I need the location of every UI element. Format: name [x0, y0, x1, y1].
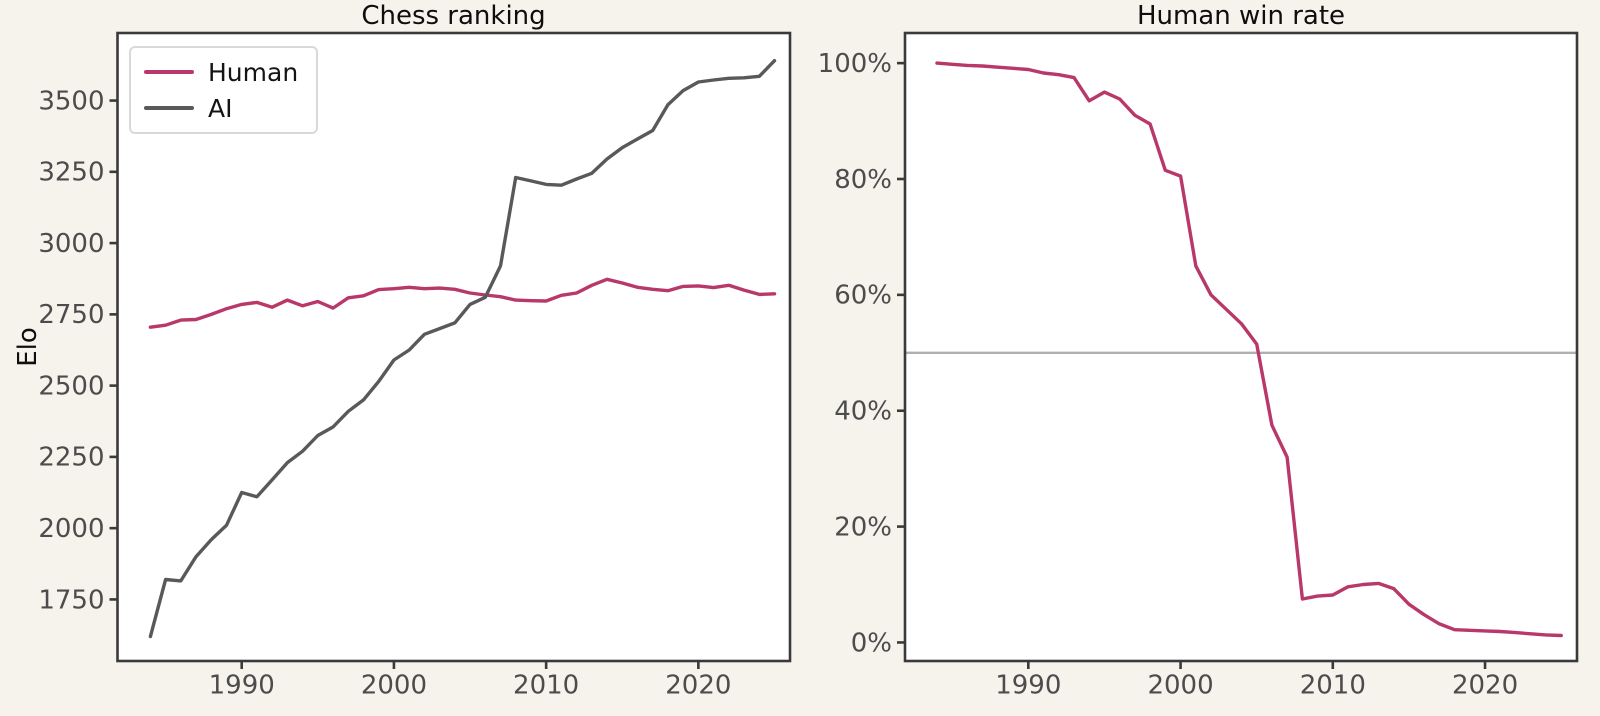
y-tick-label: 2750 [38, 300, 104, 330]
plot-area [117, 33, 790, 661]
legend-entry-ai: AI [144, 90, 298, 126]
y-tick-label: 0% [851, 628, 892, 658]
y-tick-label: 20% [834, 512, 892, 542]
plot-area [905, 33, 1577, 661]
legend: Human AI [129, 46, 319, 134]
legend-swatch-ai-line [144, 106, 194, 110]
x-tick-label: 2000 [361, 670, 427, 700]
x-tick-label: 2020 [665, 670, 731, 700]
axes-frame [116, 31, 792, 663]
legend-swatch-human-line [144, 70, 194, 74]
y-tick-label: 3500 [38, 86, 104, 116]
axes-frame [903, 31, 1579, 663]
y-tick-label: 100% [818, 49, 892, 79]
x-tick-label: 1990 [209, 670, 275, 700]
y-tick-label: 1750 [38, 585, 104, 615]
y-axis-label-elo: Elo [13, 327, 43, 367]
x-tick-label: 2020 [1452, 670, 1518, 700]
x-tick-label: 2000 [1147, 670, 1213, 700]
y-tick-label: 2500 [38, 371, 104, 401]
series-line-human-win-rate [935, 61, 1563, 638]
y-tick-label: 80% [834, 165, 892, 195]
x-tick-label: 2010 [513, 670, 579, 700]
series-line-ai [148, 59, 777, 639]
x-tick-label: 1990 [995, 670, 1061, 700]
legend-label-human: Human [208, 57, 299, 87]
legend-label-ai: AI [208, 93, 233, 123]
y-tick-label: 3000 [38, 229, 104, 259]
y-tick-label: 2000 [38, 514, 104, 544]
chart-title-human-win-rate: Human win rate [1136, 1, 1346, 31]
y-tick-label: 3250 [38, 158, 104, 188]
legend-entry-human: Human [144, 54, 298, 90]
chart-title-chess-ranking: Chess ranking [361, 1, 546, 31]
y-tick-label: 2250 [38, 443, 104, 473]
series-line-human [148, 277, 777, 329]
y-tick-label: 60% [834, 281, 892, 311]
y-tick-label: 40% [834, 397, 892, 427]
x-tick-label: 2010 [1300, 670, 1366, 700]
